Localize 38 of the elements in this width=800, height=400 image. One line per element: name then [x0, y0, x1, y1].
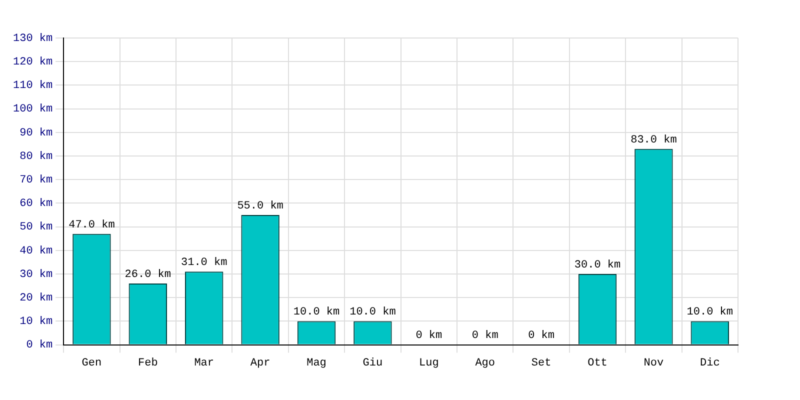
data-label: 0 km [416, 330, 443, 342]
y-tick-label: 10 km [20, 316, 53, 328]
data-label: 30.0 km [574, 259, 621, 272]
y-tick-label: 40 km [20, 245, 53, 258]
data-label: 47.0 km [68, 219, 116, 232]
x-tick-label: Ago [475, 357, 496, 370]
data-label: 55.0 km [237, 200, 284, 212]
y-tick-label: 0 km [26, 340, 54, 352]
y-tick-label: 130 km [12, 32, 53, 45]
x-tick-label: Dic [700, 357, 720, 370]
x-tick-label: Set [531, 357, 552, 370]
data-label: 10.0 km [293, 306, 340, 319]
y-tick-label: 20 km [20, 292, 53, 305]
y-tick-label: 30 km [20, 268, 53, 281]
x-tick-label: Gen [82, 357, 102, 370]
data-label: 10.0 km [686, 306, 734, 319]
y-tick-label: 120 km [12, 56, 53, 69]
x-tick-label: Mag [306, 357, 326, 370]
y-tick-label: 50 km [20, 222, 53, 234]
data-label: 0 km [528, 330, 555, 342]
x-tick-label: Mar [194, 357, 214, 370]
data-label: 10.0 km [350, 306, 396, 319]
data-label: 31.0 km [180, 257, 228, 270]
y-tick-label: 100 km [12, 104, 53, 116]
y-tick-label: 60 km [20, 198, 53, 210]
y-tick-label: 80 km [20, 150, 53, 163]
y-tick-label: 70 km [20, 174, 53, 187]
x-tick-label: Nov [644, 357, 664, 370]
x-tick-label: Apr [250, 357, 270, 370]
x-tick-label: Lug [418, 357, 439, 370]
data-label: 26.0 km [124, 268, 172, 281]
x-tick-label: Ott [588, 357, 608, 370]
data-label: 0 km [472, 330, 499, 342]
data-label: 83.0 km [630, 134, 678, 146]
x-tick-label: Giu [362, 357, 383, 370]
x-tick-label: Feb [138, 357, 158, 370]
y-tick-label: 110 km [12, 80, 53, 92]
y-tick-label: 90 km [20, 127, 53, 140]
